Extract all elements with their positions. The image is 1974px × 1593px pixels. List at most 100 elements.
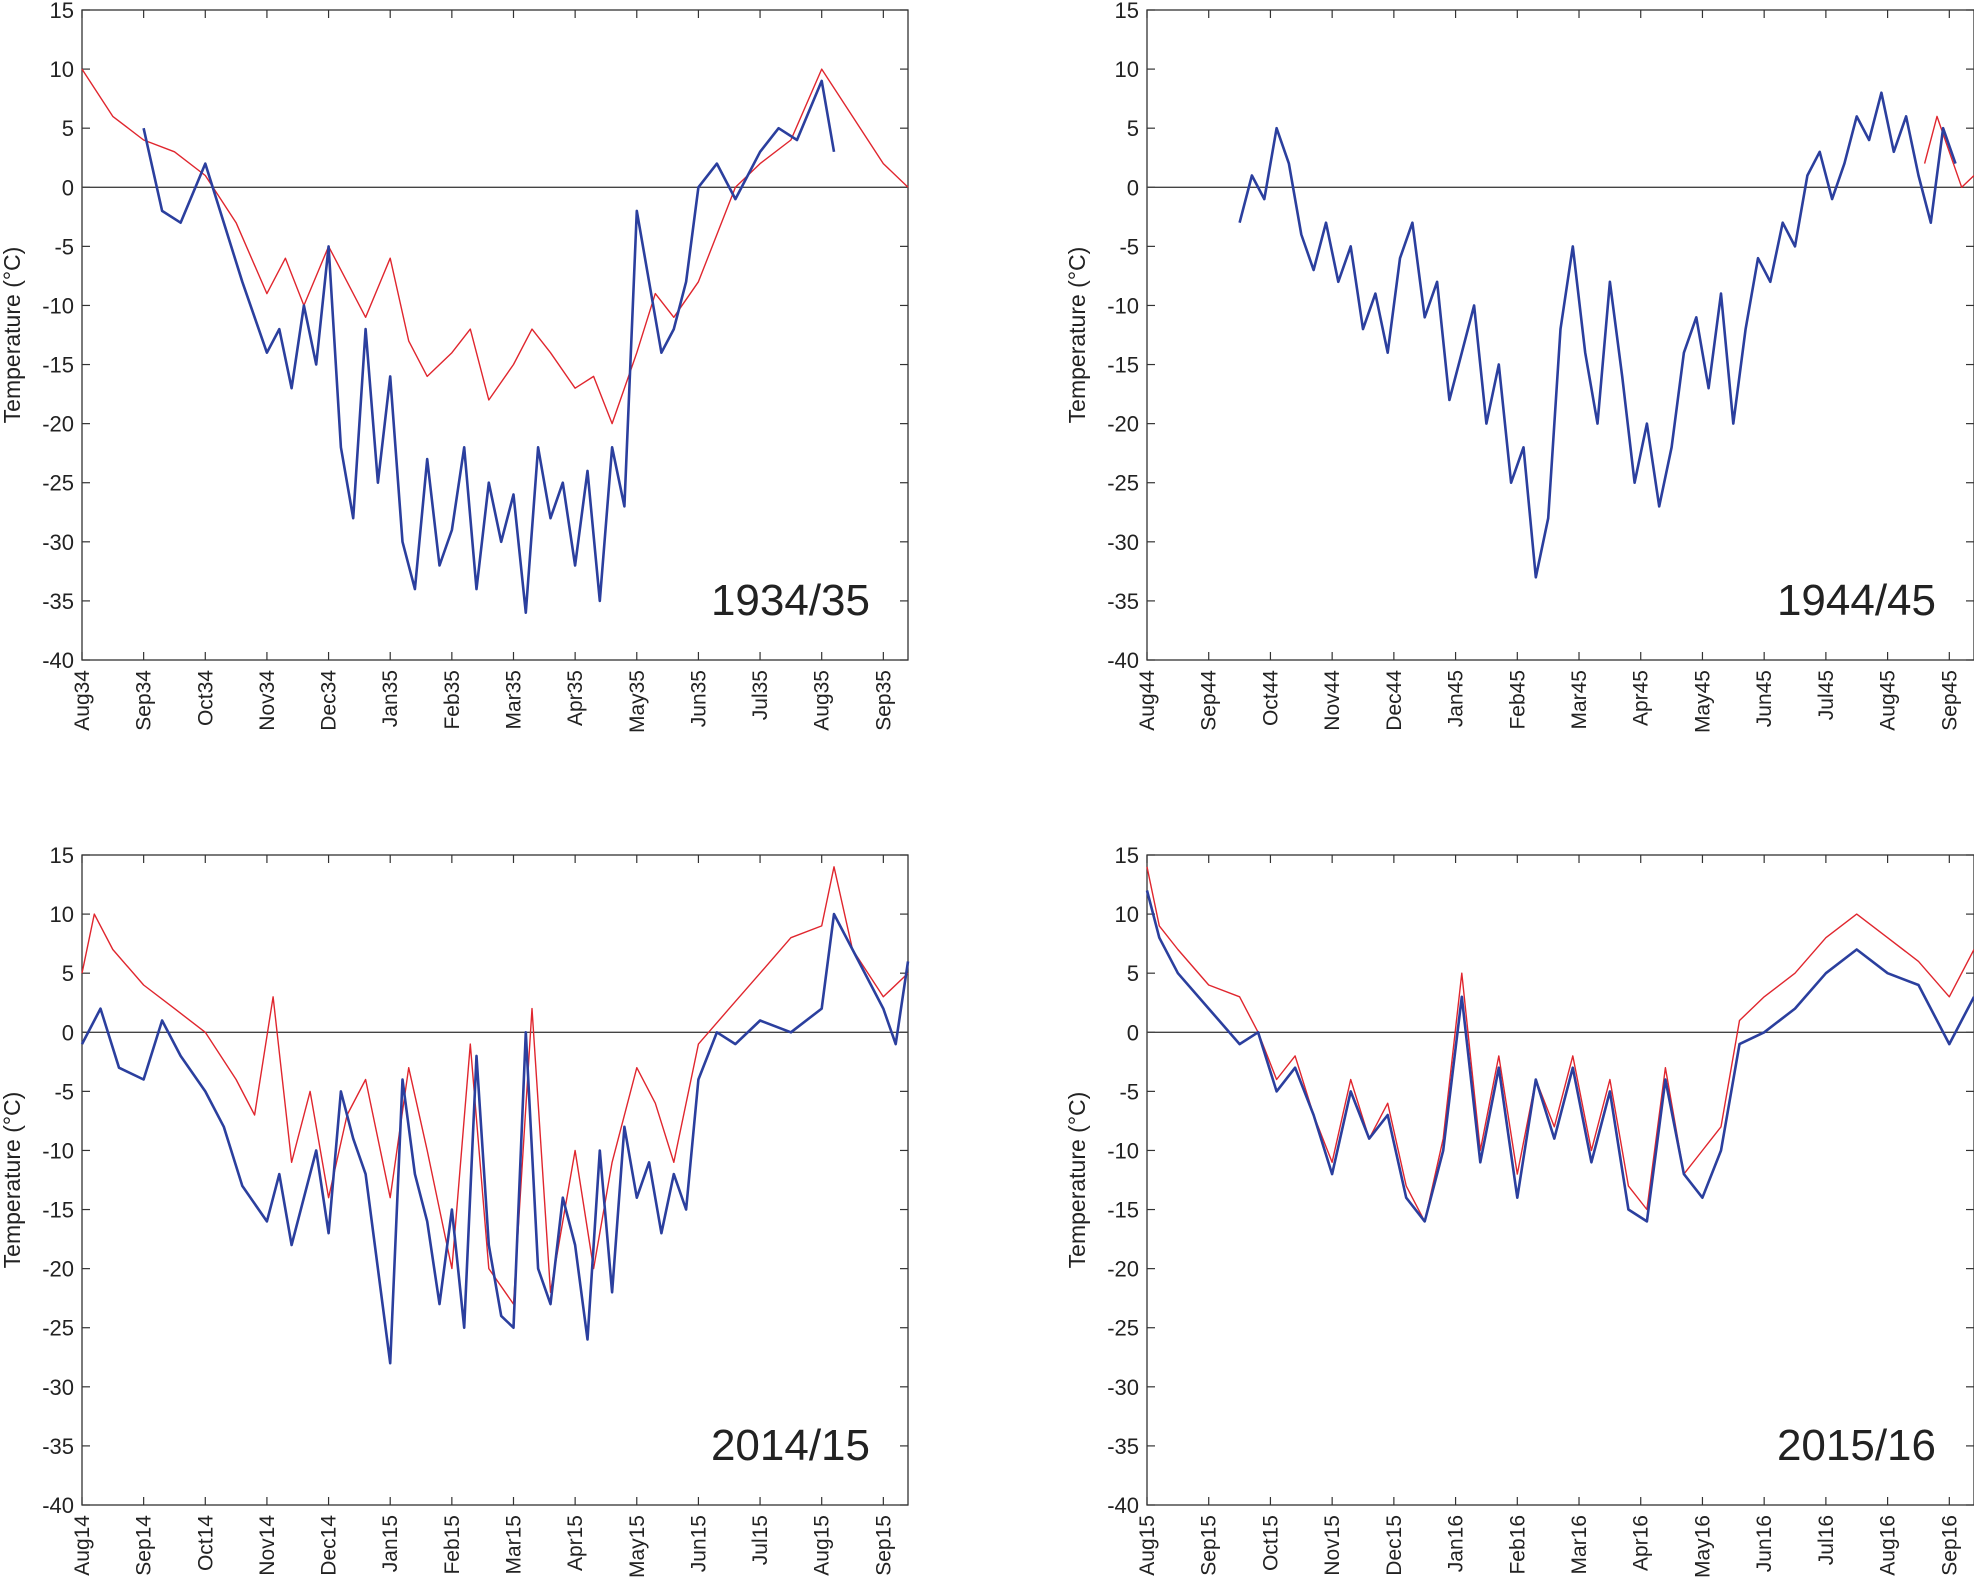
series-red-line: [1146, 866, 1974, 1223]
y-tick-label: 0: [1127, 1020, 1139, 1045]
y-tick-label: -35: [1107, 1434, 1139, 1459]
axes-frame: [81, 854, 909, 1506]
series-blue-line: [1145, 890, 1974, 1223]
y-tick-label: -15: [1107, 1198, 1139, 1223]
x-tick-label: Oct14: [194, 1515, 217, 1571]
y-tick-label: 10: [50, 902, 74, 927]
x-tick-label: Oct44: [1259, 670, 1282, 726]
x-tick-label: Apr16: [1630, 1515, 1653, 1571]
x-tick-label: Jul45: [1815, 670, 1838, 720]
y-tick-label: -5: [1119, 1079, 1139, 1104]
x-tick-label: Nov44: [1321, 670, 1344, 731]
x-tick-label: Nov15: [1321, 1515, 1344, 1576]
x-tick-label: Mar45: [1568, 670, 1591, 730]
y-tick-label: 5: [62, 116, 74, 141]
y-tick-label: 15: [1115, 843, 1139, 868]
y-tick-label: 10: [1115, 902, 1139, 927]
y-tick-label: 0: [62, 175, 74, 200]
y-tick-label: 10: [50, 57, 74, 82]
x-tick-label: Apr45: [1630, 670, 1653, 726]
y-tick-label: -40: [1107, 1493, 1139, 1518]
year-annotation: 1944/45: [1777, 576, 1936, 625]
x-tick-label: Aug16: [1877, 1515, 1900, 1576]
y-tick-label: 15: [1115, 0, 1139, 23]
y-tick-label: 0: [1127, 175, 1139, 200]
axes-frame: [1146, 854, 1974, 1506]
y-tick-label: -20: [42, 1257, 74, 1282]
x-tick-label: Sep16: [1938, 1515, 1961, 1576]
y-tick-label: -10: [42, 1138, 74, 1163]
x-tick-label: Sep34: [133, 670, 156, 731]
y-tick-label: 0: [62, 1020, 74, 1045]
x-tick-label: Jul16: [1815, 1515, 1838, 1565]
y-tick-label: 5: [62, 961, 74, 986]
y-tick-label: -5: [54, 1079, 74, 1104]
x-tick-label: Mar16: [1568, 1515, 1591, 1575]
y-tick-label: 10: [1115, 57, 1139, 82]
x-tick-label: May35: [626, 670, 649, 733]
x-tick-label: Feb15: [441, 1515, 464, 1575]
x-tick-label: May15: [626, 1515, 649, 1578]
x-tick-label: Jul35: [749, 670, 772, 720]
y-tick-label: -15: [42, 1198, 74, 1223]
x-tick-label: Aug34: [71, 670, 94, 731]
x-tick-label: Sep14: [133, 1515, 156, 1576]
series-blue-line: [142, 79, 836, 615]
y-tick-label: -25: [1107, 1316, 1139, 1341]
y-tick-label: 15: [50, 0, 74, 23]
x-tick-label: Nov34: [256, 670, 279, 731]
x-tick-label: Jun35: [687, 670, 710, 727]
x-tick-label: May45: [1691, 670, 1714, 733]
y-tick-label: -20: [1107, 412, 1139, 437]
y-tick-label: -40: [42, 1493, 74, 1518]
x-tick-label: Nov14: [256, 1515, 279, 1576]
axes-frame: [1146, 9, 1974, 661]
y-axis-label: Temperature (°C): [1064, 1092, 1090, 1269]
x-tick-label: May16: [1691, 1515, 1714, 1578]
y-tick-label: -30: [1107, 530, 1139, 555]
y-tick-label: -15: [1107, 353, 1139, 378]
x-tick-label: Jul15: [749, 1515, 772, 1565]
y-tick-label: -10: [42, 293, 74, 318]
x-tick-label: Oct15: [1259, 1515, 1282, 1571]
y-tick-label: -35: [42, 1434, 74, 1459]
y-tick-label: -5: [1119, 234, 1139, 259]
y-tick-label: -10: [1107, 293, 1139, 318]
y-axis-label: Temperature (°C): [0, 1092, 25, 1269]
x-tick-label: Feb16: [1506, 1515, 1529, 1575]
x-tick-label: Jan35: [379, 670, 402, 727]
x-tick-label: Jun45: [1753, 670, 1776, 727]
x-tick-label: Dec34: [318, 670, 341, 731]
series-blue-line: [80, 912, 910, 1365]
y-tick-label: -30: [42, 1375, 74, 1400]
x-tick-label: Mar15: [502, 1515, 525, 1575]
y-tick-label: -40: [42, 648, 74, 673]
y-axis-label: Temperature (°C): [0, 247, 25, 424]
x-tick-label: Aug44: [1136, 670, 1159, 731]
series-red-line: [81, 866, 909, 1305]
y-tick-label: -25: [42, 1316, 74, 1341]
series-blue-line: [1238, 91, 1957, 579]
y-tick-label: -35: [42, 589, 74, 614]
axes-frame: [81, 9, 909, 661]
x-tick-label: Dec14: [318, 1515, 341, 1576]
x-tick-label: Mar35: [502, 670, 525, 730]
x-tick-label: Sep45: [1938, 670, 1961, 731]
x-tick-label: Feb35: [441, 670, 464, 730]
x-tick-label: Jan15: [379, 1515, 402, 1572]
x-tick-label: Dec15: [1383, 1515, 1406, 1576]
x-tick-label: Jan45: [1445, 670, 1468, 727]
series-red-line: [81, 68, 909, 425]
y-tick-label: -20: [1107, 1257, 1139, 1282]
y-tick-label: 5: [1127, 961, 1139, 986]
x-tick-label: Jun15: [687, 1515, 710, 1572]
year-annotation: 2015/16: [1777, 1421, 1936, 1470]
x-tick-label: Dec44: [1383, 670, 1406, 731]
x-tick-label: Feb45: [1506, 670, 1529, 730]
x-tick-label: Jun16: [1753, 1515, 1776, 1572]
x-tick-label: Aug35: [811, 670, 834, 731]
